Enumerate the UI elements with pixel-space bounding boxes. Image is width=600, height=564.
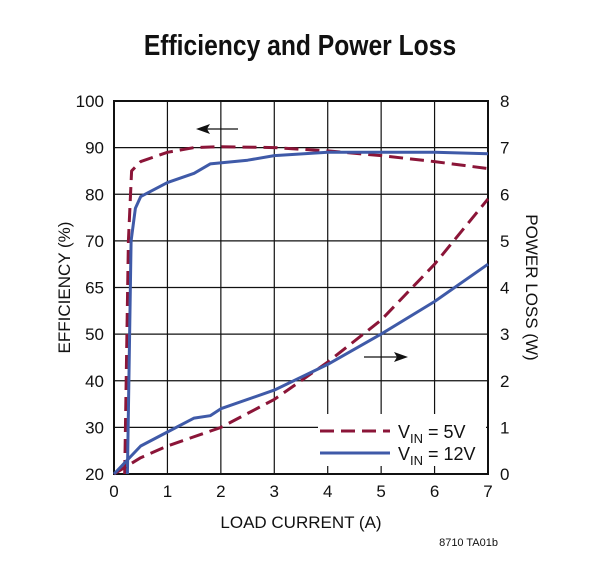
plot-frame xyxy=(113,100,489,475)
x-tick-label: 3 xyxy=(270,482,279,501)
series-line-2 xyxy=(113,197,490,476)
y-right-tick-label: 4 xyxy=(500,279,509,298)
y-left-tick-label: 70 xyxy=(85,232,104,251)
y-right-tick-label: 6 xyxy=(500,185,509,204)
x-tick-label: 2 xyxy=(216,482,225,501)
y-left-tick-label: 30 xyxy=(85,418,104,437)
figure-id: 8710 TA01b xyxy=(439,537,498,549)
y-right-tick-label: 7 xyxy=(500,139,509,158)
y-left-axis-label: EFFICIENCY (%) xyxy=(55,222,74,354)
y-right-tick-label: 3 xyxy=(500,325,509,344)
y-left-tick-label: 65 xyxy=(85,279,104,298)
x-tick-label: 6 xyxy=(430,482,439,501)
y-right-tick-label: 1 xyxy=(500,418,509,437)
series-line-3 xyxy=(112,262,489,476)
y-left-tick-label: 80 xyxy=(85,185,104,204)
arrow-left-head xyxy=(196,124,210,134)
legend-box xyxy=(318,414,486,466)
y-right-tick-label: 8 xyxy=(500,92,509,111)
y-right-tick-label: 0 xyxy=(500,465,509,484)
series-line-0 xyxy=(123,145,489,475)
y-left-tick-label: 90 xyxy=(85,139,104,158)
y-left-tick-label: 20 xyxy=(85,465,104,484)
y-left-tick-label: 100 xyxy=(76,92,104,111)
x-tick-label: 4 xyxy=(323,482,332,501)
y-right-tick-label: 5 xyxy=(500,232,509,251)
x-tick-label: 5 xyxy=(376,482,385,501)
x-tick-label: 0 xyxy=(109,482,118,501)
y-left-tick-label: 50 xyxy=(85,325,104,344)
arrow-right-head xyxy=(394,352,408,362)
y-right-axis-label: POWER LOSS (W) xyxy=(522,214,541,360)
x-tick-label: 1 xyxy=(163,482,172,501)
x-axis-label: LOAD CURRENT (A) xyxy=(220,513,381,532)
legend-label-0: VIN = 5V xyxy=(398,422,466,446)
x-tick-label: 7 xyxy=(483,482,492,501)
y-right-tick-label: 2 xyxy=(500,372,509,391)
y-left-tick-label: 40 xyxy=(85,372,104,391)
legend-label-1: VIN = 12V xyxy=(398,444,476,468)
series-line-1 xyxy=(125,150,489,475)
chart-title: Efficiency and Power Loss xyxy=(143,30,457,62)
